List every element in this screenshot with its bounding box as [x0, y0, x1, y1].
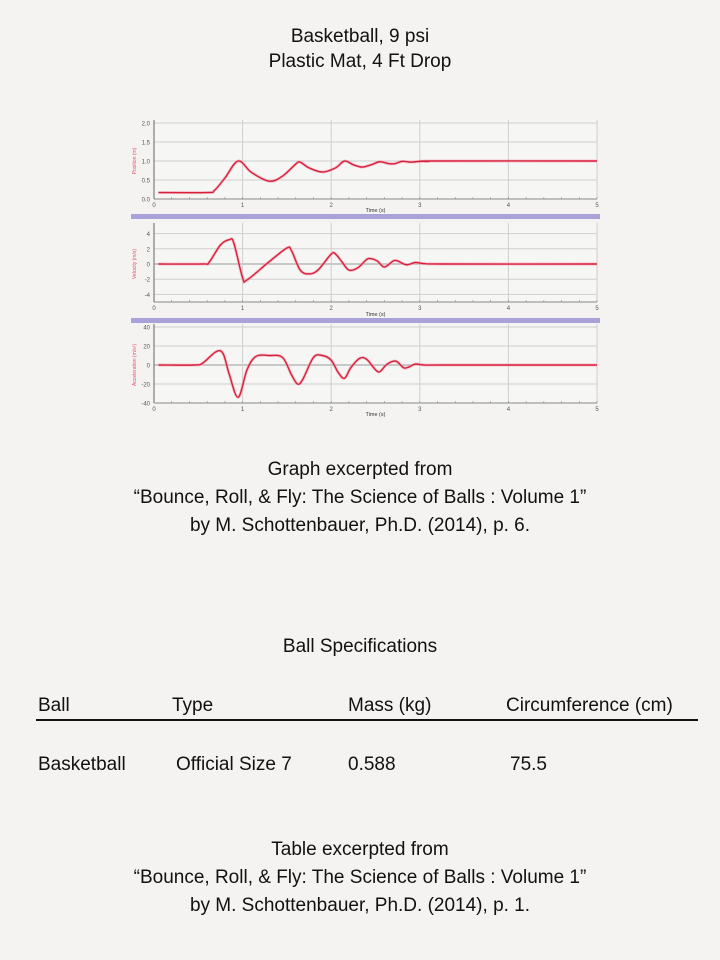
graph-caption: Graph excerpted from “Bounce, Roll, & Fl…: [0, 456, 720, 540]
data-trace: [158, 160, 598, 194]
data-trace: [158, 349, 597, 399]
svg-text:5: 5: [595, 306, 599, 312]
svg-text:5: 5: [595, 203, 599, 209]
svg-text:2: 2: [330, 306, 334, 312]
acceleration-chart: -40 -20 0 20 40 0 1 2 3 4 5 Time (s) Acceleration (m…: [132, 324, 599, 418]
svg-text:0: 0: [152, 407, 156, 413]
svg-text:5: 5: [595, 407, 599, 413]
svg-text:Time (s): Time (s): [366, 312, 386, 318]
cell-circumference: 75.5: [510, 754, 547, 775]
graph-caption-line-2: “Bounce, Roll, & Fly: The Science of Bal…: [133, 487, 587, 508]
svg-text:Acceleration (m/s²): Acceleration (m/s²): [132, 344, 138, 386]
svg-text:Time (s): Time (s): [366, 208, 386, 214]
svg-text:2: 2: [330, 203, 334, 209]
svg-text:4: 4: [147, 232, 151, 238]
svg-text:0.0: 0.0: [142, 198, 151, 204]
svg-text:1.5: 1.5: [142, 141, 151, 147]
title-line-1: Basketball, 9 psi: [290, 26, 430, 47]
svg-text:2: 2: [330, 407, 334, 413]
graph-caption-line-1: Graph excerpted from: [267, 459, 453, 480]
header-underline: [36, 719, 698, 721]
table-caption-line-1: Table excerpted from: [271, 839, 449, 860]
header-ball: Ball: [38, 695, 70, 716]
svg-text:40: 40: [143, 326, 150, 332]
chart-title: Basketball, 9 psi Plastic Mat, 4 Ft Drop: [0, 24, 720, 74]
svg-text:Position (m): Position (m): [132, 147, 138, 174]
svg-text:3: 3: [418, 203, 422, 209]
data-trace: [158, 237, 598, 283]
svg-text:-2: -2: [145, 278, 151, 284]
svg-text:-40: -40: [141, 402, 150, 408]
svg-text:Velocity (m/s): Velocity (m/s): [132, 249, 138, 279]
cell-mass: 0.588: [348, 754, 396, 775]
separator-bar: [131, 214, 600, 219]
svg-text:1.0: 1.0: [142, 160, 151, 166]
svg-text:3: 3: [418, 407, 422, 413]
svg-text:2: 2: [147, 247, 151, 253]
svg-text:1: 1: [241, 407, 245, 413]
svg-text:-4: -4: [145, 293, 151, 299]
svg-text:4: 4: [507, 306, 511, 312]
svg-text:4: 4: [507, 407, 511, 413]
chart-stack: 0.0 0.5 1.0 1.5 2.0 0 1 2 3 4 5 Time (s) Position (m…: [131, 120, 600, 418]
svg-text:0: 0: [147, 364, 151, 370]
svg-text:4: 4: [507, 203, 511, 209]
svg-text:1: 1: [241, 203, 245, 209]
svg-text:1: 1: [241, 306, 245, 312]
table-caption-line-3: by M. Schottenbauer, Ph.D. (2014), p. 1.: [189, 895, 531, 916]
svg-text:0: 0: [147, 263, 151, 269]
svg-text:0: 0: [152, 203, 156, 209]
svg-text:-20: -20: [141, 383, 150, 389]
position-chart: 0.0 0.5 1.0 1.5 2.0 0 1 2 3 4 5 Time (s) Position (m…: [132, 120, 599, 214]
svg-text:2.0: 2.0: [142, 122, 151, 128]
svg-text:3: 3: [418, 306, 422, 312]
cell-ball: Basketball: [38, 754, 126, 775]
velocity-chart: -4 -2 0 2 4 0 1 2 3 4 5 Time (s) Velocity (m/s): [132, 223, 599, 318]
header-circumference: Circumference (cm): [506, 695, 673, 716]
separator-bar: [131, 318, 600, 323]
header-mass: Mass (kg): [348, 695, 432, 716]
table-caption: Table excerpted from “Bounce, Roll, & Fl…: [0, 836, 720, 920]
svg-text:0: 0: [152, 306, 156, 312]
svg-text:0.5: 0.5: [142, 179, 151, 185]
svg-text:20: 20: [143, 345, 150, 351]
graph-caption-line-3: by M. Schottenbauer, Ph.D. (2014), p. 6.: [189, 515, 531, 536]
svg-text:Time (s): Time (s): [366, 412, 386, 418]
cell-type: Official Size 7: [176, 754, 292, 775]
specs-title: Ball Specifications: [282, 636, 438, 657]
header-type: Type: [172, 695, 214, 716]
title-line-2: Plastic Mat, 4 Ft Drop: [268, 51, 452, 72]
table-caption-line-2: “Bounce, Roll, & Fly: The Science of Bal…: [133, 867, 587, 888]
